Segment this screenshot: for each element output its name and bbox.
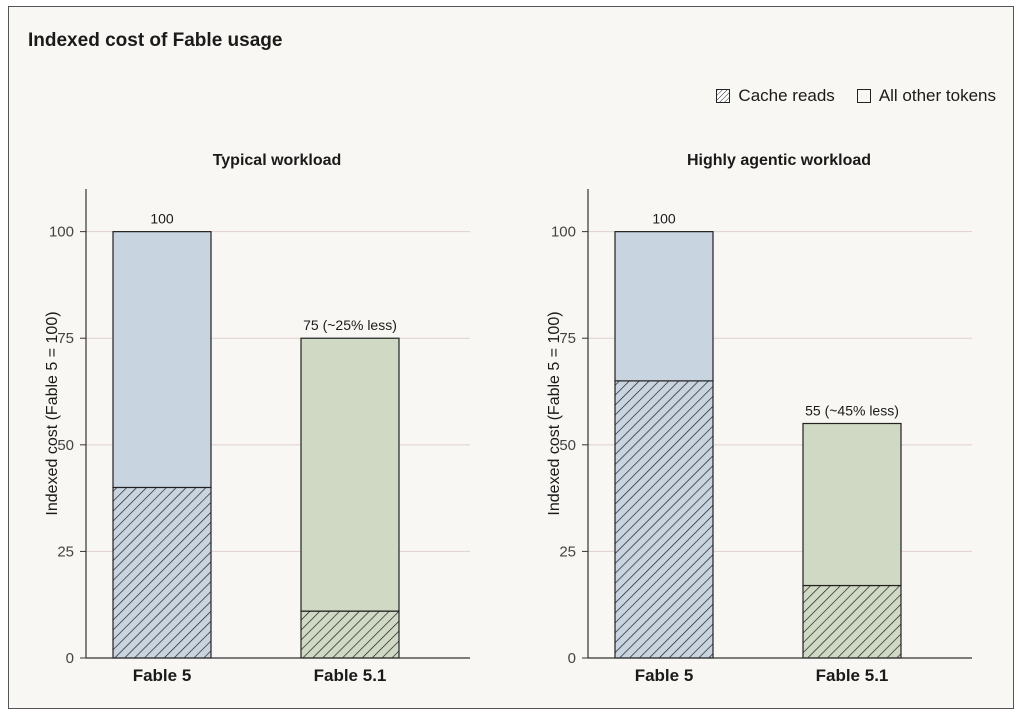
panel-title: Highly agentic workload xyxy=(687,152,871,169)
y-axis-title: Indexed cost (Fable 5 = 100) xyxy=(44,311,61,515)
y-tick-label: 0 xyxy=(568,650,576,667)
x-category-label: Fable 5.1 xyxy=(314,666,387,685)
bar-segment-cache-reads xyxy=(112,486,212,659)
legend-item-other-tokens: All other tokens xyxy=(856,86,996,106)
y-axis-title: Indexed cost (Fable 5 = 100) xyxy=(546,311,563,515)
bar-total-label: 100 xyxy=(150,211,174,227)
bar-total-label: 75 (~25% less) xyxy=(303,317,397,333)
y-tick-label: 25 xyxy=(57,543,74,560)
y-tick-label: 75 xyxy=(57,330,74,347)
chart-panel-1: Typical workload 0 25 50 75 100 Indexed cost (… xyxy=(44,152,470,685)
legend: Cache reads All other tokens xyxy=(716,86,996,106)
hatched-swatch-icon xyxy=(716,89,731,103)
x-category-label: Fable 5 xyxy=(133,666,192,685)
y-tick-label: 100 xyxy=(49,224,74,241)
y-tick-label: 50 xyxy=(559,437,576,454)
x-category-label: Fable 5 xyxy=(635,666,694,685)
y-tick-label: 0 xyxy=(66,650,74,667)
y-tick-label: 75 xyxy=(559,330,576,347)
panel-title: Typical workload xyxy=(213,152,342,169)
chart-panel-2: Highly agentic workload 0 25 50 75 100 Indexed… xyxy=(546,152,972,685)
bar-segment-other-tokens xyxy=(802,422,902,587)
legend-label: Cache reads xyxy=(738,86,835,105)
bar-segment-other-tokens xyxy=(112,231,212,489)
y-tick-label: 50 xyxy=(57,437,74,454)
bar-segment-cache-reads xyxy=(614,380,714,659)
bar-segment-cache-reads xyxy=(300,610,400,659)
y-tick-label: 100 xyxy=(551,224,576,241)
x-category-label: Fable 5.1 xyxy=(816,666,889,685)
solid-swatch-icon xyxy=(856,89,871,103)
bar-segment-other-tokens xyxy=(300,337,400,612)
bar-segment-cache-reads xyxy=(802,584,902,659)
bar-segment-other-tokens xyxy=(614,231,714,382)
y-tick-label: 25 xyxy=(559,543,576,560)
bar-total-label: 100 xyxy=(652,211,676,227)
chart-title: Indexed cost of Fable usage xyxy=(28,30,283,51)
legend-label: All other tokens xyxy=(878,86,996,105)
bar-total-label: 55 (~45% less) xyxy=(805,403,899,419)
legend-item-cache-reads: Cache reads xyxy=(716,86,835,106)
